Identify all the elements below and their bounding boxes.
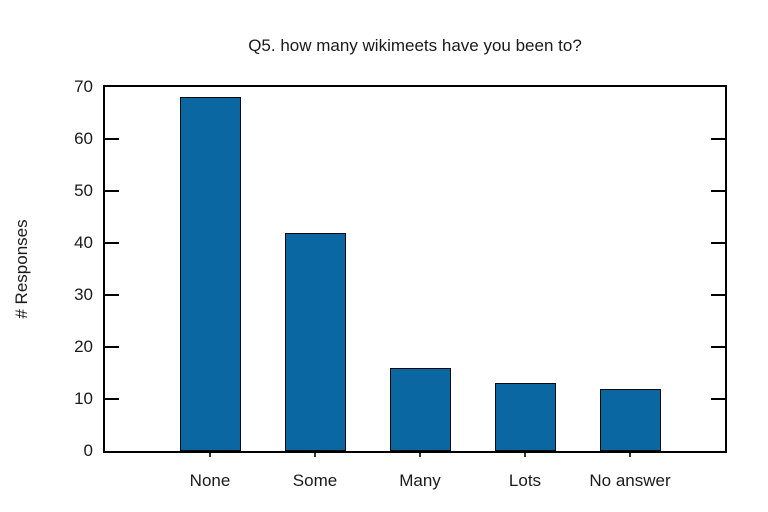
bar — [179, 97, 241, 451]
y-tick-label: 0 — [83, 441, 93, 460]
plot-area — [103, 85, 727, 453]
x-tick-mark — [209, 453, 211, 457]
x-tick-label: None — [189, 471, 231, 490]
chart-title: Q5. how many wikimeets have you been to? — [248, 36, 582, 55]
y-tick-mark — [711, 294, 725, 296]
y-tick-label: 70 — [74, 77, 93, 96]
x-tick-label: Many — [399, 471, 441, 490]
y-tick-mark — [105, 242, 119, 244]
y-tick-mark — [105, 190, 119, 192]
bar — [284, 232, 346, 451]
y-tick-label: 20 — [74, 337, 93, 356]
y-tick-mark — [105, 346, 119, 348]
y-tick-mark — [711, 346, 725, 348]
x-tick-label: No answer — [589, 471, 671, 490]
y-tick-mark — [105, 138, 119, 140]
y-tick-mark — [711, 138, 725, 140]
bar — [599, 388, 661, 451]
y-tick-label: 40 — [74, 233, 93, 252]
y-tick-label: 60 — [74, 129, 93, 148]
y-tick-mark — [711, 190, 725, 192]
bar — [389, 367, 451, 451]
x-tick-mark — [629, 453, 631, 457]
x-tick-label: Lots — [508, 471, 542, 490]
y-tick-mark — [105, 398, 119, 400]
x-tick-mark — [419, 453, 421, 457]
x-tick-mark — [314, 453, 316, 457]
y-tick-mark — [711, 398, 725, 400]
y-tick-mark — [711, 242, 725, 244]
bar — [494, 383, 556, 451]
y-tick-label: 50 — [74, 181, 93, 200]
y-tick-mark — [105, 294, 119, 296]
x-tick-label: Some — [292, 471, 338, 490]
x-tick-mark — [524, 453, 526, 457]
y-tick-label: 30 — [74, 285, 93, 304]
y-tick-label: 10 — [74, 389, 93, 408]
